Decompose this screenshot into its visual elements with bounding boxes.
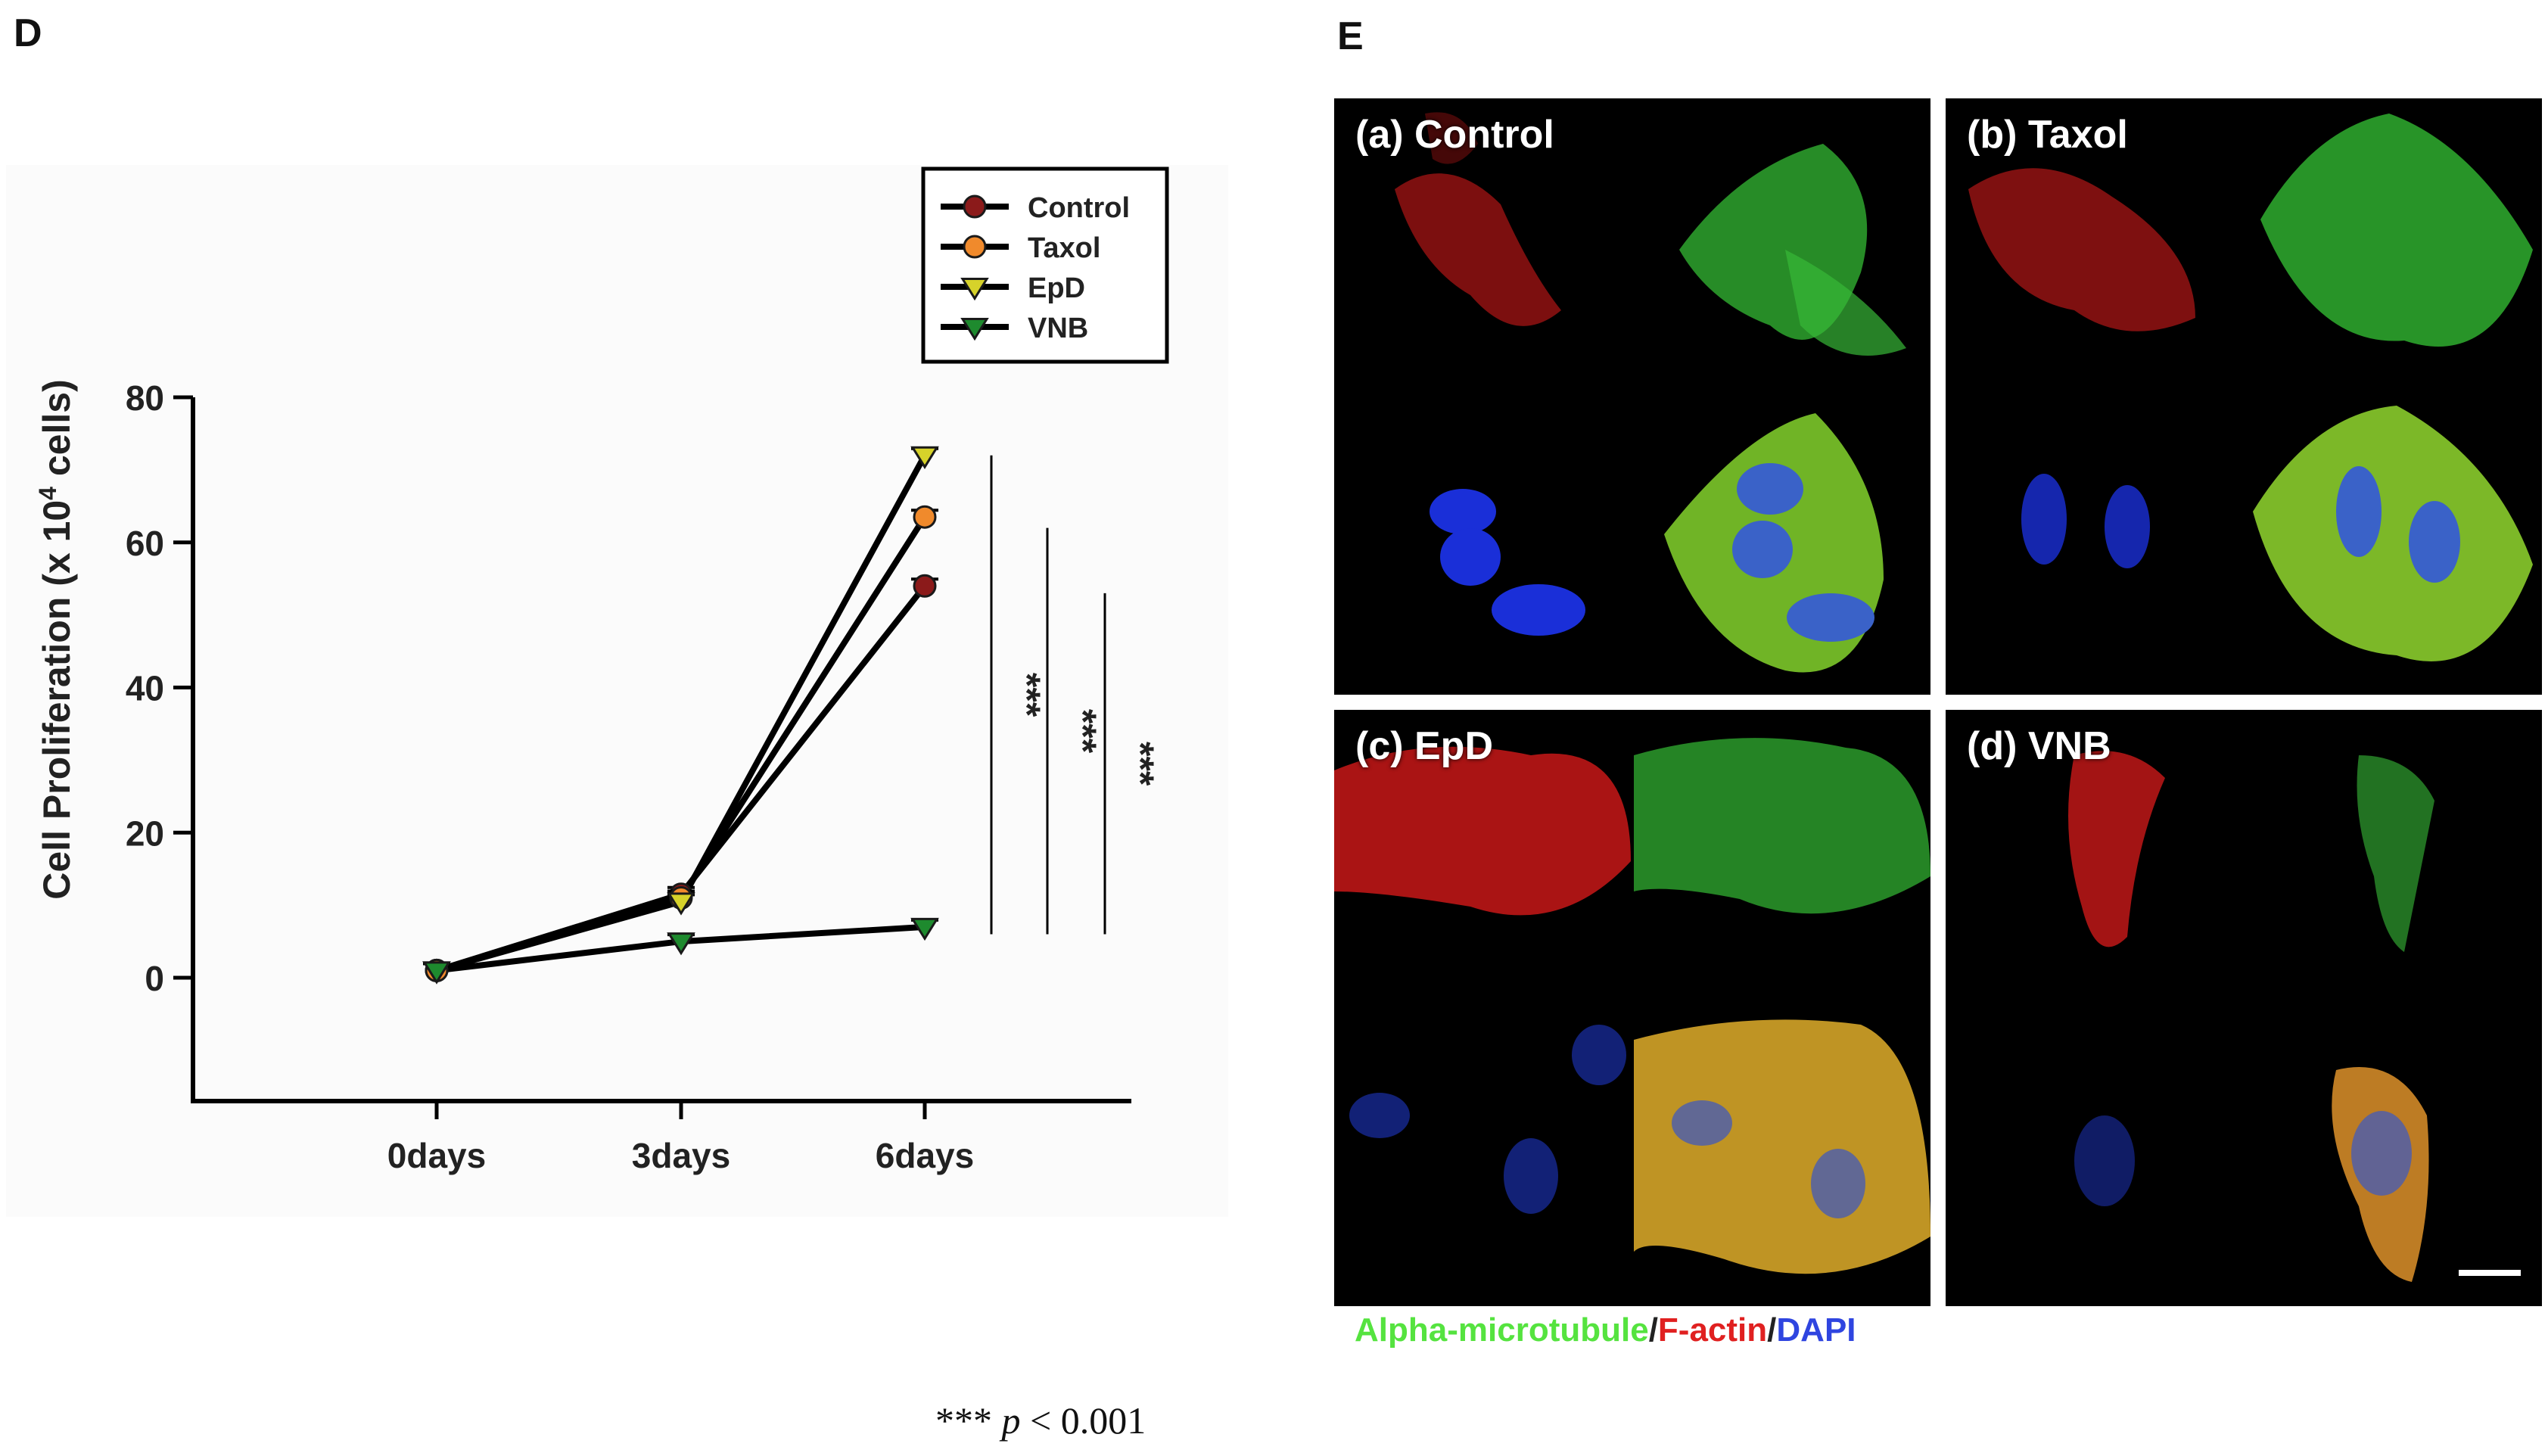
significance-label-1: *** <box>1062 709 1104 754</box>
y-tick-label-3: 60 <box>126 524 164 563</box>
point-epd-2 <box>910 446 939 469</box>
control-tubulin-cells <box>1679 144 1906 356</box>
y-axis-label-prefix: Cell Proliferation (x 10 <box>36 500 78 900</box>
legend-label-epd: EpD <box>1028 272 1085 304</box>
footnote-p: p <box>1001 1399 1021 1442</box>
panel-e-letter: E <box>1337 14 1364 58</box>
vnb-merge-cells <box>2332 1067 2429 1282</box>
legend-label-vnb: VNB <box>1028 313 1088 344</box>
y-axis-label-suffix: cells) <box>36 379 78 487</box>
epd-merge-image <box>1634 1010 1930 1306</box>
vnb-factin-image <box>1946 710 2242 1006</box>
footnote-threshold: < 0.001 <box>1020 1399 1146 1442</box>
significance-label-2: *** <box>1119 742 1162 786</box>
micrograph-panel: (a) Control (b) Taxol <box>1334 98 2545 1309</box>
quadrant-taxol: (b) Taxol <box>1946 98 2542 695</box>
point-vnb-2 <box>910 917 939 941</box>
caption-green: Alpha-microtubule <box>1355 1311 1649 1349</box>
scale-bar <box>2459 1270 2521 1276</box>
control-dapi-nuclei <box>1430 489 1585 636</box>
y-tick-label-0: 0 <box>145 959 164 998</box>
taxol-tubulin-cells <box>2260 114 2533 347</box>
y-axis-label: Cell Proliferation (x 104 cells) <box>34 379 78 899</box>
caption-separator-2: / <box>1767 1311 1777 1349</box>
taxol-merge-image <box>2245 398 2542 695</box>
control-factin-cells <box>1395 112 1561 326</box>
legend-label-taxol: Taxol <box>1028 232 1100 264</box>
caption-red: F-actin <box>1657 1311 1768 1349</box>
taxol-tubulin-image <box>2245 98 2542 395</box>
quadrant-label-control: (a) Control <box>1355 113 1554 157</box>
taxol-factin-image <box>1946 98 2242 395</box>
taxol-dapi-nuclei <box>2021 474 2150 568</box>
control-dapi-image <box>1334 398 1631 695</box>
footnote-stars: *** <box>935 1399 992 1442</box>
control-tubulin-image <box>1634 98 1930 395</box>
legend-marker-control <box>963 194 987 219</box>
epd-dapi-image <box>1334 1010 1631 1306</box>
vnb-dapi-image <box>1946 1010 2242 1306</box>
point-taxol-2 <box>913 505 937 529</box>
epd-merge-cells <box>1634 1019 1930 1274</box>
epd-dapi-nuclei <box>1349 1025 1626 1214</box>
vnb-tubulin-cells <box>2357 755 2434 952</box>
y-axis-label-exponent: 4 <box>34 487 61 500</box>
quadrant-control: (a) Control <box>1334 98 1930 695</box>
point-vnb-1 <box>667 932 695 956</box>
vnb-tubulin-image <box>2245 710 2542 1006</box>
taxol-merge-cells <box>2253 406 2533 661</box>
taxol-dapi-image <box>1946 398 2242 695</box>
legend-label-control: Control <box>1028 192 1130 224</box>
control-merge-image <box>1634 398 1930 695</box>
quadrant-vnb: (d) VNB <box>1946 710 2542 1306</box>
legend-marker-taxol <box>963 235 987 259</box>
control-merge-cells <box>1664 413 1884 673</box>
proliferation-chart: 0 20 40 60 80 0days 3days 6days *** *** *** Contr… <box>6 165 1228 1217</box>
vnb-merge-image <box>2245 1010 2542 1306</box>
point-epd-1 <box>667 892 695 916</box>
x-tick-label-1: 3days <box>632 1136 730 1175</box>
panel-d-letter: D <box>14 11 42 55</box>
point-control-2 <box>913 574 937 598</box>
significance-bars: *** *** *** <box>990 455 1162 935</box>
chart-legend: Control Taxol EpD VNB <box>921 166 1169 364</box>
chart-series <box>422 446 939 985</box>
taxol-factin-cells <box>1968 168 2195 331</box>
significance-label-0: *** <box>1006 673 1048 717</box>
legend-marker-vnb <box>960 318 989 341</box>
quadrant-label-epd: (c) EpD <box>1355 724 1493 768</box>
quadrant-label-vnb: (d) VNB <box>1967 724 2111 768</box>
point-vnb-0 <box>422 961 451 985</box>
caption-blue: DAPI <box>1776 1311 1856 1349</box>
caption-separator-1: / <box>1648 1311 1658 1349</box>
quadrant-epd: (c) EpD <box>1334 710 1930 1306</box>
y-tick-label-4: 80 <box>126 378 164 418</box>
control-factin-image <box>1334 98 1631 395</box>
micrograph-caption: Alpha-microtubule/F-actin/DAPI <box>1355 1311 1856 1349</box>
x-tick-label-2: 6days <box>876 1136 974 1175</box>
p-value-footnote: *** p < 0.001 <box>935 1398 1146 1442</box>
epd-tubulin-cells <box>1634 738 1930 914</box>
quadrant-label-taxol: (b) Taxol <box>1967 113 2128 157</box>
chart-axes: 0 20 40 60 80 0days 3days 6days <box>126 378 1131 1175</box>
epd-tubulin-image <box>1634 710 1930 1006</box>
vnb-factin-cells <box>2068 751 2165 947</box>
x-tick-label-0: 0days <box>387 1136 486 1175</box>
vnb-dapi-nuclei <box>2074 1115 2135 1206</box>
y-tick-label-2: 40 <box>126 669 164 708</box>
epd-factin-image <box>1334 710 1631 1006</box>
epd-factin-cells <box>1334 746 1631 916</box>
y-tick-label-1: 20 <box>126 814 164 853</box>
legend-marker-epd <box>960 278 989 301</box>
